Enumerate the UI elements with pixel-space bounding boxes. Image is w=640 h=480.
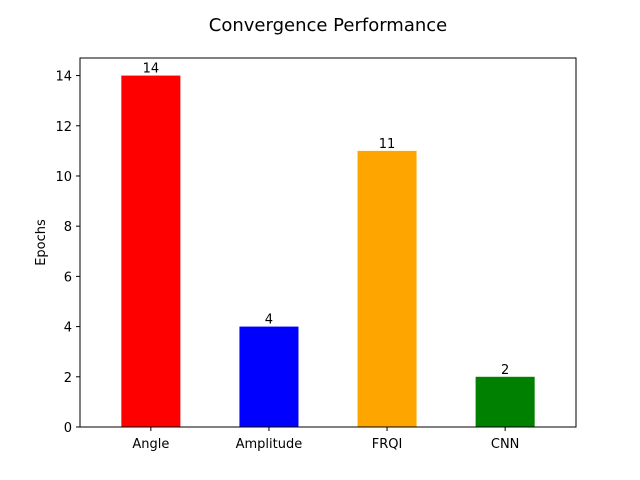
data-labels-layer: 14 4 11 2	[143, 62, 510, 378]
y-tick-label: 2	[64, 371, 72, 386]
bar-frqi	[357, 150, 417, 427]
plot-frame	[79, 57, 577, 428]
y-tick-label: 8	[64, 220, 72, 235]
bars-layer	[121, 75, 535, 428]
y-axis: 0 2 4 6 8 10 12 14	[55, 70, 80, 436]
x-tick-label-cnn: CNN	[491, 437, 520, 452]
x-tick-label-amplitude: Amplitude	[236, 437, 303, 452]
data-label-frqi: 11	[379, 137, 396, 152]
y-tick-label: 12	[55, 120, 72, 135]
y-tick-label: 10	[55, 170, 72, 185]
y-axis-label: Epochs	[34, 219, 49, 266]
y-tick-label: 0	[64, 421, 72, 436]
x-tick-label-frqi: FRQI	[372, 437, 403, 452]
y-tick-label: 4	[64, 321, 72, 336]
data-label-amplitude: 4	[265, 313, 273, 328]
chart-title: Convergence Performance	[209, 15, 447, 36]
data-label-angle: 14	[143, 62, 160, 77]
y-tick-label: 14	[55, 70, 72, 85]
y-tick-label: 6	[64, 270, 72, 285]
x-tick-label-angle: Angle	[132, 437, 169, 452]
data-label-cnn: 2	[501, 363, 509, 378]
bar-angle	[121, 75, 181, 428]
x-axis: Angle Amplitude FRQI CNN	[132, 427, 519, 452]
bar-amplitude	[239, 326, 299, 427]
bar-cnn	[475, 376, 535, 427]
